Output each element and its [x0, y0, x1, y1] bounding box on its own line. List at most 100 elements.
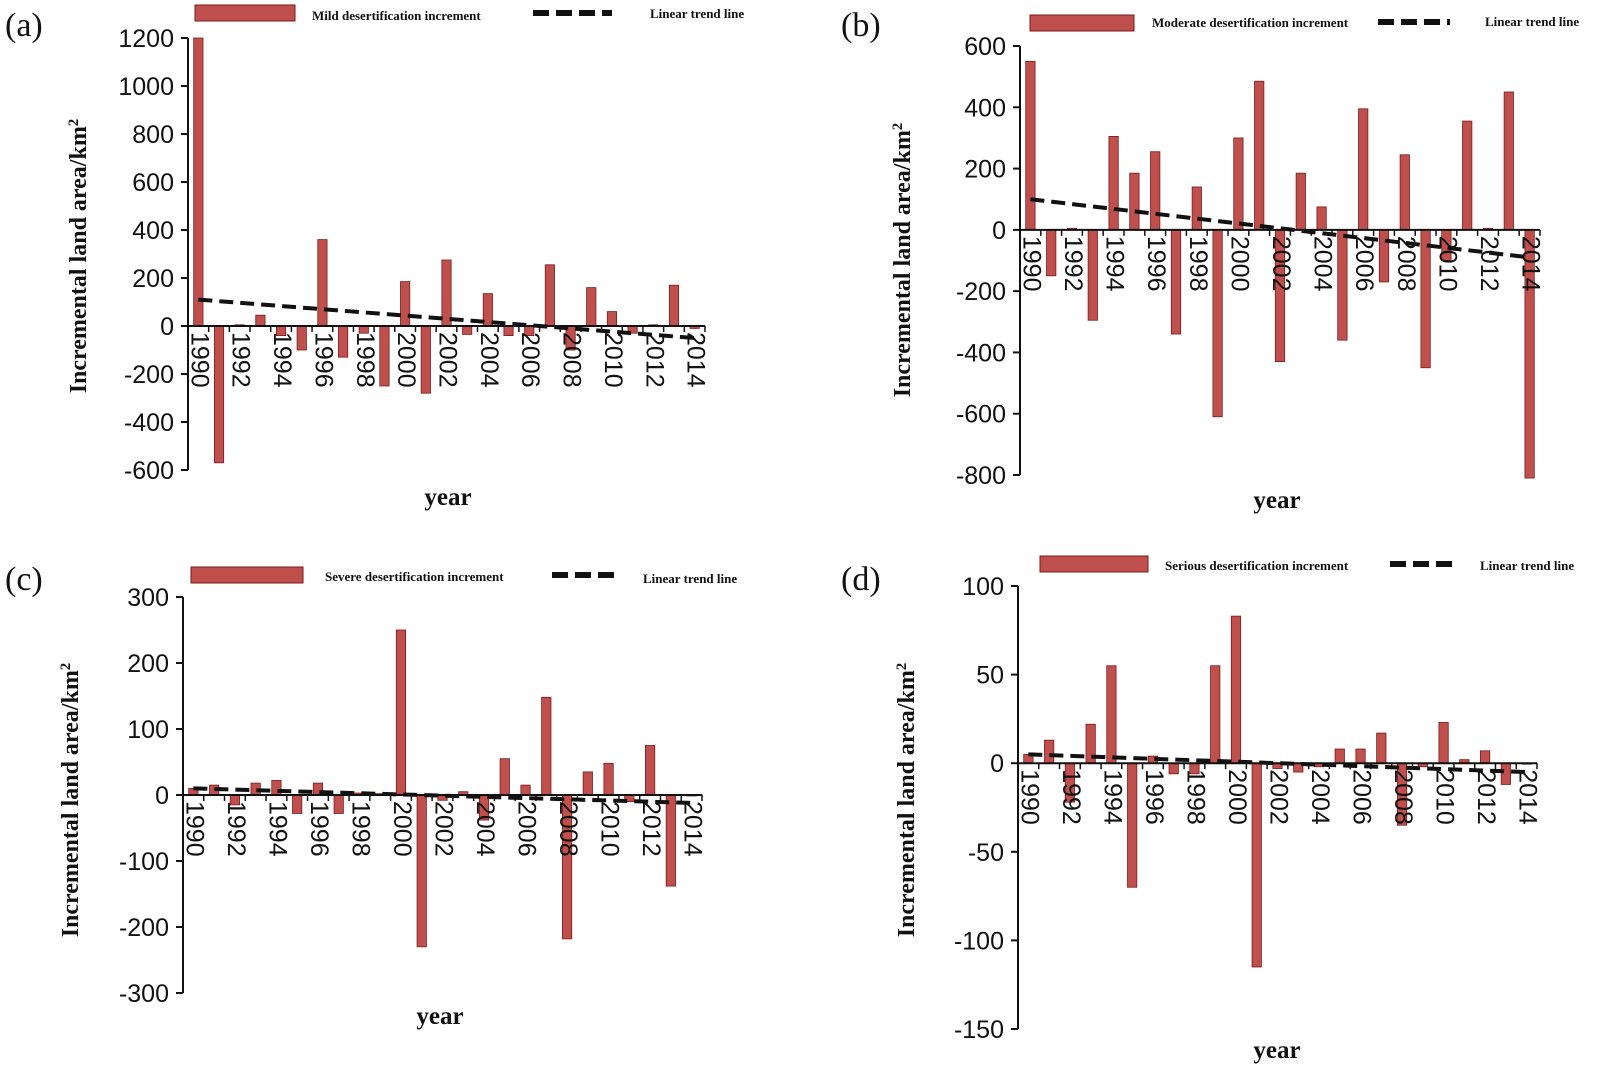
panel-d-bar-2012: [1480, 750, 1491, 764]
panel-a-bar-1999: [379, 325, 390, 387]
panel-c-bar-2005: [499, 758, 510, 796]
panel-b-bar-1997: [1170, 229, 1182, 335]
panel-c-x-tick-label: 1990: [180, 801, 208, 857]
panel-c-x-tick-label: 1996: [305, 801, 333, 857]
panel-a-x-axis-label: year: [424, 484, 471, 511]
panel-a-x-tick-label: 1998: [351, 332, 379, 388]
panel-c-bar-2010: [603, 762, 614, 796]
panel-d-y-tick-label: -50: [968, 839, 1004, 867]
panel-d-bar-2005: [1334, 748, 1345, 764]
panel-b-y-tick-label: 400: [964, 94, 1006, 122]
panel-d-bar-2007: [1376, 732, 1387, 764]
panel-d-y-tick-label: 50: [976, 662, 1004, 690]
panel-d-bar-1999: [1210, 665, 1221, 764]
panel-c-bar-2001: [416, 794, 427, 948]
panel-b-y-tick-label: -400: [956, 339, 1006, 367]
panel-a-x-tick-label: 2008: [558, 332, 586, 388]
panel-d-x-tick-label: 1998: [1181, 769, 1209, 825]
panel-a-y-axis-label: Incremental land area/km2: [66, 119, 92, 394]
panel-c-bar-2012: [645, 745, 656, 796]
panel-a-x-tick-label: 2006: [516, 332, 544, 388]
panel-d-x-tick-label: 1992: [1057, 769, 1085, 825]
panel-c-y-tick-label: 200: [127, 650, 169, 678]
panel-a-x-tick-label: 2004: [475, 332, 503, 388]
panel-b-y-tick-label: 0: [992, 217, 1006, 245]
panel-a-y-tick-label: -200: [124, 361, 174, 389]
panel-c-bar-1997: [333, 794, 344, 814]
panel-a-bar-1995: [296, 325, 307, 351]
panel-b-x-tick-label: 2000: [1225, 236, 1253, 292]
panel-a-bar-2003: [462, 325, 473, 335]
panel-b-bar-2005: [1337, 229, 1348, 341]
panel-b-bar-1996: [1150, 151, 1161, 231]
panel-b-x-tick-label: 2004: [1309, 236, 1337, 292]
panel-b-bar-1991: [1046, 229, 1057, 277]
panel-c-y-tick-label: 300: [127, 584, 169, 612]
panel-c-y-tick-label: -300: [119, 980, 169, 1008]
panel-a-x-tick-label: 1994: [268, 332, 296, 388]
panel-a-x-tick-label: 1996: [309, 332, 337, 388]
panel-a-y-tick-label: 1000: [118, 73, 174, 101]
panel-d-x-tick-label: 1996: [1140, 769, 1168, 825]
panel-b-x-axis-label: year: [1253, 487, 1300, 514]
panel-c-bar-2013: [665, 794, 676, 887]
panel-b-x-tick-label: 2006: [1350, 236, 1378, 292]
panel-b-bar-2008: [1399, 154, 1410, 231]
panel-a-bar-1993: [255, 314, 266, 327]
panel-b-bar-1990: [1025, 60, 1036, 231]
panel-b-bar-1995: [1129, 172, 1140, 231]
panel-c-x-tick-label: 2006: [513, 801, 541, 857]
panel-c-legend-bar-label: Severe desertification increment: [325, 569, 504, 584]
panel-b-bar-2013: [1503, 91, 1514, 231]
panel-b-y-tick-label: -200: [956, 278, 1006, 306]
panel-c: (c) Severe desertification increment Lin…: [5, 561, 737, 1030]
panel-b-bar-2011: [1462, 120, 1473, 231]
panel-d-y-axis-label: Incremental land area/km2: [894, 663, 920, 938]
panel-d-bar-2001: [1251, 762, 1262, 968]
panel-b-bar-1999: [1212, 229, 1223, 418]
panel-b-y-tick-label: 600: [964, 33, 1006, 61]
panel-d-x-tick-label: 2012: [1472, 769, 1500, 825]
panel-d-legend-trend-label: Linear trend line: [1480, 558, 1574, 573]
panel-a-x-tick-label: 2000: [392, 332, 420, 388]
panel-d-bar-2013: [1500, 762, 1511, 785]
panel-c-y-tick-label: 100: [127, 716, 169, 744]
panel-d-x-tick-label: 2008: [1389, 769, 1417, 825]
panel-a-bar-1997: [338, 325, 349, 358]
panel-a-x-tick-label: 2010: [599, 332, 627, 388]
panel-d-y-tick-label: 100: [962, 573, 1004, 601]
panel-b-letter: (b): [841, 7, 881, 44]
panel-a-legend-trend-label: Linear trend line: [650, 6, 744, 21]
panel-a-y-tick-label: -400: [124, 409, 174, 437]
panel-b-x-tick-label: 1990: [1017, 236, 1045, 292]
panel-c-y-tick-label: -200: [119, 914, 169, 942]
panel-c-x-tick-label: 1992: [222, 801, 250, 857]
panel-c-legend-trend-label: Linear trend line: [643, 571, 737, 586]
panel-b: (b) Moderate desertification increment L…: [841, 7, 1579, 514]
panel-a-bar-2001: [420, 325, 431, 394]
panel-a-y-tick-label: 200: [132, 265, 174, 293]
panel-b-legend-bar-swatch: [1029, 14, 1135, 32]
panel-d-x-tick-label: 2004: [1306, 769, 1334, 825]
panel-c-x-axis-label: year: [416, 1003, 463, 1030]
panel-a-bar-2007: [544, 264, 555, 327]
panel-d-letter: (d): [841, 561, 881, 598]
panel-b-x-tick-label: 2014: [1517, 236, 1545, 292]
panel-b-bar-2001: [1254, 80, 1265, 231]
panel-b-y-tick-label: 200: [964, 156, 1006, 184]
panel-a-bar-2000: [400, 281, 411, 327]
panel-a-x-tick-label: 1990: [185, 332, 213, 388]
panel-d-legend-bar-label: Serious desertification increment: [1165, 558, 1349, 573]
panel-a-y-tick-label: 800: [132, 121, 174, 149]
panel-a-legend-bar-label: Mild desertification increment: [312, 8, 481, 23]
panel-d-bar-2000: [1230, 615, 1242, 764]
panel-a-y-tick-label: 400: [132, 217, 174, 245]
panel-c-y-tick-label: 0: [155, 782, 169, 810]
panel-a-x-tick-label: 2002: [434, 332, 462, 388]
panel-a-bar-1991: [213, 325, 225, 464]
panel-b-x-tick-label: 1996: [1142, 236, 1170, 292]
panel-a-x-tick-label: 2014: [682, 332, 710, 388]
panel-b-x-tick-label: 2008: [1392, 236, 1420, 292]
panel-c-x-tick-label: 2002: [430, 801, 458, 857]
